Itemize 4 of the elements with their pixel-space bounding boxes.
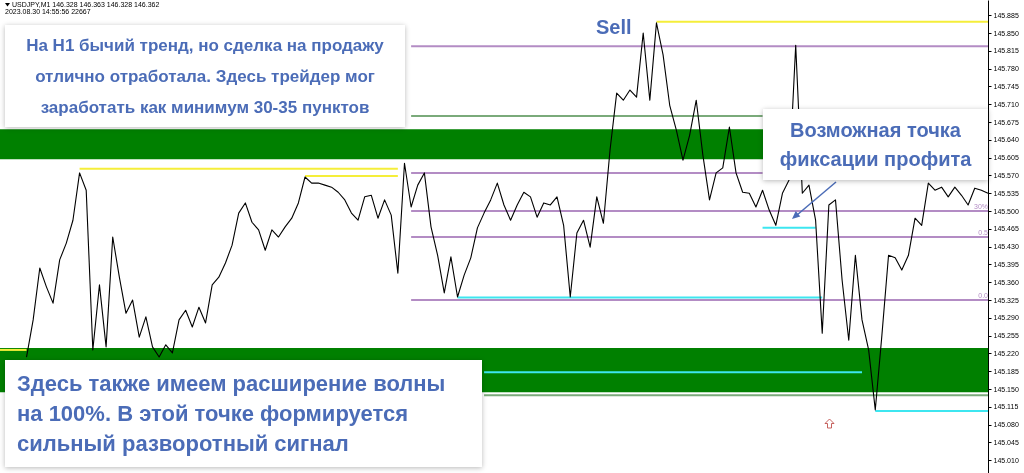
annotation: Здесь также имеем расширение волны на 100%. В этой точке формируется сильный разворотный сигнал <box>17 369 447 458</box>
annotation: Возможная точка фиксации профита <box>778 117 973 172</box>
annotation: Sell <box>596 16 632 39</box>
annotation: На H1 бычий тренд, но сделка на продажу отлично отработала. Здесь трейдер мог заработать как минимум 30-35 пунктов <box>25 34 385 119</box>
